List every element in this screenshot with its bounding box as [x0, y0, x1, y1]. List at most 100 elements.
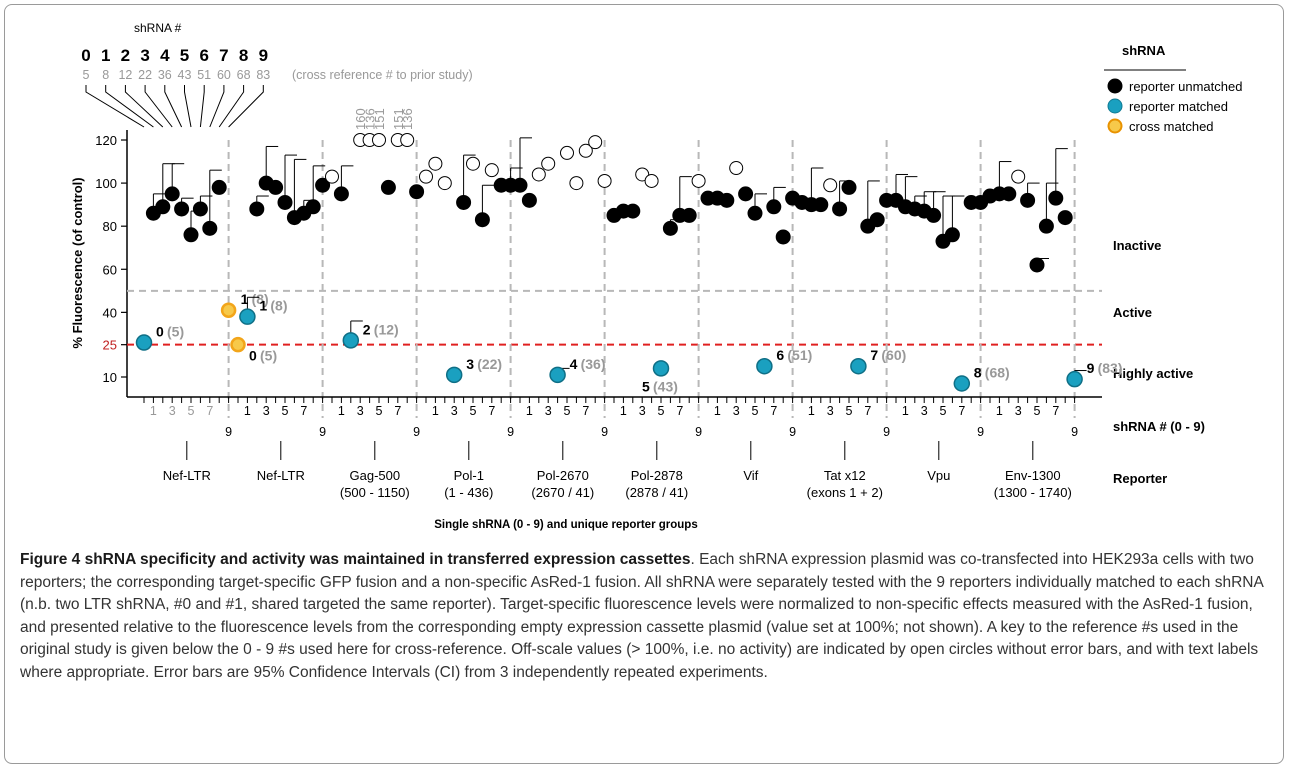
- data-point-unmatched: [719, 192, 735, 208]
- key-number: 5: [180, 46, 189, 65]
- x-tick-label: 9: [413, 425, 420, 439]
- point-number-label: 0: [156, 324, 164, 340]
- x-tick-label: 1: [338, 404, 345, 418]
- data-point-unmatched: [1048, 190, 1064, 206]
- y-tick-label: 120: [95, 133, 117, 148]
- x-axis-title: Single shRNA (0 - 9) and unique reporter…: [434, 519, 697, 531]
- data-point-unmatched: [1029, 257, 1045, 273]
- x-tick-label: 9: [225, 425, 232, 439]
- x-tick-label: 7: [958, 404, 965, 418]
- data-point-offscale: [569, 176, 584, 191]
- x-tick-label: 1: [620, 404, 627, 418]
- point-number-label: 9: [1087, 360, 1095, 376]
- data-point-unmatched: [174, 201, 190, 217]
- y-axis-title: % Fluorescence (of control): [70, 177, 85, 348]
- group-subtitle: (1300 - 1740): [994, 485, 1072, 500]
- zone-label-active: Active: [1113, 305, 1152, 320]
- x-tick-label: 9: [507, 425, 514, 439]
- offscale-label: 151: [372, 108, 387, 130]
- figure-frame: [4, 4, 1284, 764]
- offscale-label: 151: [391, 108, 406, 130]
- key-connector: [164, 85, 183, 128]
- x-tick-label: 5: [376, 404, 383, 418]
- row-label-reporter: Reporter: [1113, 471, 1167, 486]
- offscale-label: 160: [353, 108, 368, 130]
- point-number-label: 3: [466, 356, 474, 372]
- x-tick-label: 3: [169, 404, 176, 418]
- data-point-unmatched: [192, 201, 208, 217]
- x-tick-label: 7: [676, 404, 683, 418]
- x-tick-label: 3: [357, 404, 364, 418]
- data-point-unmatched: [1001, 186, 1017, 202]
- group-subtitle: (2670 / 41): [531, 485, 594, 500]
- point-number-label: 1: [259, 298, 267, 314]
- data-point-unmatched: [315, 177, 331, 193]
- point-number-label: 5: [642, 378, 650, 394]
- x-tick-label: 7: [864, 404, 871, 418]
- row-label-shrna: shRNA # (0 - 9): [1113, 419, 1205, 434]
- group-name: Nef-LTR: [257, 468, 305, 483]
- group-subtitle: (500 - 1150): [340, 485, 410, 500]
- group-name: Nef-LTR: [163, 468, 211, 483]
- legend-marker: [1107, 98, 1123, 114]
- data-point-unmatched: [869, 212, 885, 228]
- figure-caption: Figure 4 shRNA specificity and activity …: [20, 549, 1272, 684]
- data-point-unmatched: [747, 205, 763, 221]
- key-ref: 51: [197, 68, 211, 82]
- x-tick-label: 5: [470, 404, 477, 418]
- data-point-offscale: [597, 173, 612, 188]
- data-point-offscale: [466, 156, 480, 171]
- key-number: 3: [140, 46, 149, 65]
- x-tick-label: 7: [488, 404, 495, 418]
- data-point-unmatched: [409, 184, 425, 200]
- x-tick-label: 3: [1015, 404, 1022, 418]
- y-tick-label: 60: [103, 262, 117, 277]
- data-point-offscale: [691, 173, 706, 188]
- x-tick-label: 5: [564, 404, 571, 418]
- x-tick-label: 9: [695, 425, 702, 439]
- legend-title: shRNA: [1122, 43, 1166, 58]
- x-tick-label: 5: [1034, 404, 1041, 418]
- x-tick-label: 7: [1052, 404, 1059, 418]
- key-connector: [144, 85, 173, 128]
- data-point-offscale: [588, 135, 603, 150]
- data-point-offscale: [372, 133, 386, 148]
- data-point-offscale: [419, 169, 433, 184]
- x-tick-label: 5: [658, 404, 665, 418]
- point-number-label: 0: [249, 348, 257, 364]
- zone-label-inactive: Inactive: [1113, 238, 1161, 253]
- x-tick-label: 7: [770, 404, 777, 418]
- x-tick-label: 7: [582, 404, 589, 418]
- x-tick-label: 7: [300, 404, 307, 418]
- key-number: 1: [101, 46, 110, 65]
- key-number: 7: [219, 46, 228, 65]
- data-point-unmatched: [1057, 210, 1073, 226]
- key-ref: 60: [217, 68, 231, 82]
- data-point-unmatched: [211, 179, 227, 195]
- data-point-unmatched: [738, 186, 754, 202]
- data-point-matched: [549, 366, 566, 384]
- group-name: Tat x12: [824, 468, 866, 483]
- data-point-offscale: [644, 173, 659, 188]
- data-point-unmatched: [625, 203, 641, 219]
- group-name: Pol-2670: [537, 468, 589, 483]
- legend-label: reporter matched: [1129, 99, 1228, 114]
- y-tick-label: 10: [103, 370, 117, 385]
- data-point-offscale: [578, 143, 593, 158]
- data-point-offscale: [437, 176, 452, 191]
- point-ref-label: (12): [374, 321, 399, 337]
- point-ref-label: (51): [787, 347, 812, 363]
- key-number: 6: [199, 46, 208, 65]
- x-tick-label: 1: [150, 404, 157, 418]
- key-ref: 68: [237, 68, 251, 82]
- x-tick-label: 3: [263, 404, 270, 418]
- offscale-label: 136: [400, 108, 415, 130]
- legend-label: cross matched: [1129, 119, 1214, 134]
- y-tick-label: 40: [103, 305, 117, 320]
- offscale-label: 136: [363, 108, 378, 130]
- group-subtitle: (2878 / 41): [625, 485, 688, 500]
- y-tick-label: 25: [103, 338, 117, 353]
- x-tick-label: 3: [733, 404, 740, 418]
- data-point-unmatched: [512, 177, 528, 193]
